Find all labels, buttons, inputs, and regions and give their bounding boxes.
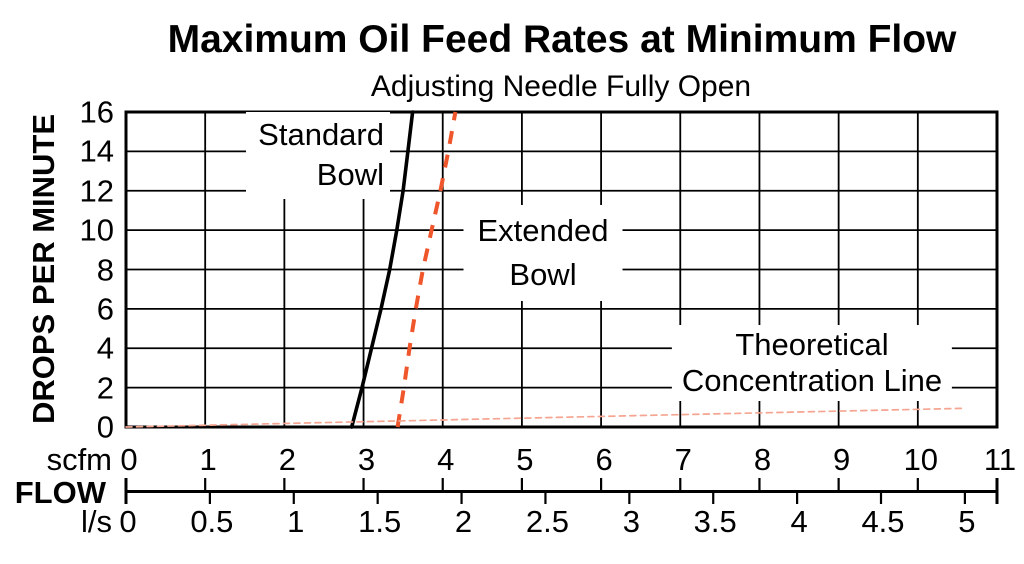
scfm-tick-label: 10: [903, 442, 939, 477]
scfm-tick-label: 0: [120, 442, 138, 477]
extended-bowl-label: Extended Bowl: [463, 205, 623, 301]
ls-tick-label: 2: [454, 504, 473, 539]
ls-tick-label: 2.5: [525, 504, 569, 539]
standard-bowl-label-line2: Bowl: [316, 157, 384, 192]
y-tick-label: 10: [79, 212, 114, 248]
standard-bowl-label: Standard Bowl: [246, 112, 390, 199]
ls-tick-label: 3: [622, 504, 640, 539]
flow-axis-title: FLOW: [14, 475, 106, 510]
scfm-tick-label: 4: [437, 442, 455, 477]
scfm-unit-label: scfm: [46, 442, 112, 477]
ls-tick-label: 5: [958, 504, 976, 539]
scfm-tick-label: 5: [516, 442, 534, 477]
scfm-tick-label: 3: [357, 442, 376, 477]
y-tick-label: 2: [96, 370, 114, 406]
scfm-tick-label: 2: [278, 442, 296, 477]
y-tick-label: 0: [96, 409, 114, 445]
scfm-tick-label: 6: [595, 442, 613, 477]
scfm-tick-label: 1: [199, 442, 217, 477]
ls-tick-label: 0: [119, 504, 137, 539]
ls-tick-label: 4: [790, 504, 808, 539]
scfm-tick-label: 8: [753, 442, 772, 477]
extended-bowl-label-line2: Bowl: [509, 257, 577, 292]
ls-unit-label: l/s: [81, 504, 112, 539]
curve-extended-bowl: [395, 111, 458, 428]
scfm-tick-label: 7: [674, 442, 692, 477]
extended-bowl-label-line1: Extended: [477, 213, 609, 248]
theoretical-label-line1: Theoretical: [735, 327, 889, 362]
theoretical-concentration-label: Theoretical Concentration Line: [671, 325, 953, 401]
ls-tick-label: 1.5: [358, 504, 402, 539]
ls-tick-label: 0.5: [190, 504, 234, 539]
y-tick-label: 14: [79, 133, 114, 169]
scfm-tick-label: 11: [983, 442, 1017, 477]
theoretical-label-line2: Concentration Line: [681, 363, 943, 398]
chart-subtitle: Adjusting Needle Fully Open: [370, 70, 752, 103]
ls-tick-label: 1: [287, 504, 305, 539]
y-tick-label: 12: [79, 173, 114, 209]
scfm-tick-label: 9: [833, 442, 851, 477]
ls-tick-label: 3.5: [693, 504, 737, 539]
y-tick-label: 8: [96, 252, 114, 287]
standard-bowl-label-line1: Standard: [258, 117, 384, 152]
ls-tick-label: 4.5: [861, 504, 905, 539]
y-tick-label: 4: [96, 330, 114, 366]
chart-title: Maximum Oil Feed Rates at Minimum Flow: [167, 18, 957, 61]
plot-border: [124, 110, 999, 429]
curve-standard-bowl: [349, 110, 415, 429]
curve-theoretical-concentration-line: [125, 407, 966, 428]
y-tick-label: 6: [96, 291, 114, 327]
y-tick-label: 16: [79, 94, 114, 130]
